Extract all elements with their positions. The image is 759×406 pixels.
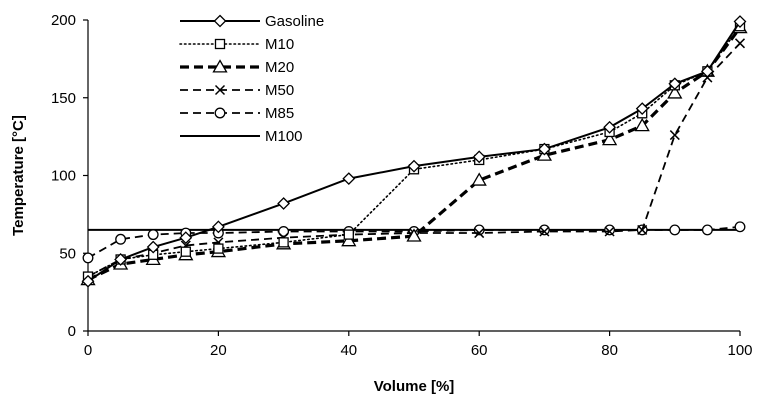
data-point-m20	[634, 117, 650, 132]
legend-label-m100: M100	[265, 128, 303, 145]
data-point-m20	[667, 85, 683, 99]
data-point-gasoline	[668, 77, 682, 91]
data-point-m10	[213, 243, 224, 254]
x-axis-title: Volume [%]	[374, 378, 455, 395]
data-point-m50	[539, 226, 550, 237]
legend-item-m100: M100	[180, 128, 303, 145]
y-axis-title: Temperature [°C]	[10, 115, 27, 236]
legend-label-m50: M50	[265, 82, 294, 99]
data-point-m10	[343, 229, 354, 240]
x-tick-label: 80	[601, 342, 618, 359]
data-point-m20	[406, 228, 422, 242]
data-point-gasoline	[342, 172, 356, 186]
legend-marker-m85	[214, 107, 226, 119]
data-point-gasoline	[211, 220, 225, 234]
legend-item-m50: M50	[180, 82, 294, 99]
data-point-m85	[115, 233, 127, 245]
data-point-gasoline	[114, 253, 128, 266]
data-point-m50	[474, 228, 485, 239]
y-tick-label: 150	[51, 90, 76, 107]
data-point-gasoline	[472, 150, 486, 164]
data-point-m85	[82, 252, 94, 264]
data-point-gasoline	[635, 102, 649, 116]
series-line-m10	[87, 25, 741, 278]
data-point-gasoline	[603, 120, 617, 134]
series-gasoline	[81, 15, 747, 288]
data-point-m50	[637, 224, 648, 235]
data-point-m20	[471, 172, 487, 186]
data-point-m85	[538, 224, 550, 236]
y-tick-label: 100	[51, 168, 76, 185]
legend-label-m85: M85	[265, 105, 294, 122]
data-point-m50	[734, 38, 746, 49]
legend-label-m10: M10	[265, 36, 294, 53]
legend-label-gasoline: Gasoline	[265, 13, 324, 30]
data-point-m10	[278, 237, 289, 248]
data-point-m20	[601, 131, 618, 146]
legend-marker-m20	[212, 59, 228, 73]
chart-legend: Gasoline M10 M20 M50 M85 M100	[179, 13, 324, 145]
data-point-m85	[669, 224, 681, 236]
data-point-gasoline	[700, 64, 714, 78]
data-point-m10	[180, 246, 191, 257]
data-point-m85	[701, 224, 713, 236]
data-point-m50	[669, 130, 680, 141]
x-tick-label: 20	[210, 342, 227, 359]
x-tick-label: 100	[727, 342, 752, 359]
data-series	[80, 15, 748, 288]
legend-label-m20: M20	[265, 59, 294, 76]
data-point-gasoline	[537, 142, 551, 156]
x-tick-label: 40	[340, 342, 357, 359]
data-point-gasoline	[407, 159, 421, 173]
data-point-gasoline	[179, 231, 193, 245]
data-point-m20	[341, 232, 357, 247]
legend-item-m10: M10	[179, 36, 294, 53]
data-point-gasoline	[277, 197, 291, 210]
y-tick-label: 50	[59, 245, 76, 262]
data-point-gasoline	[81, 274, 95, 288]
y-tick-label: 0	[68, 323, 76, 340]
legend-item-m20: M20	[180, 59, 294, 76]
data-point-m50	[604, 226, 615, 237]
x-tick-label: 60	[471, 342, 488, 359]
x-axis-ticks: 0 20 40 60 80 100	[84, 331, 753, 359]
legend-marker-m10	[214, 38, 226, 50]
x-tick-label: 0	[84, 342, 92, 359]
data-point-gasoline	[733, 15, 747, 28]
data-point-m85	[734, 221, 746, 233]
legend-item-gasoline: Gasoline	[180, 13, 324, 30]
legend-item-m85: M85	[180, 105, 294, 122]
legend-marker-gasoline	[213, 14, 227, 28]
data-point-m85	[147, 229, 159, 241]
data-point-gasoline	[146, 240, 160, 254]
legend-marker-m50	[214, 84, 226, 96]
data-point-m85	[604, 224, 616, 236]
y-tick-label: 200	[51, 12, 76, 29]
series-line-m20	[87, 26, 742, 282]
y-axis-ticks: 0 50 100 150 200	[51, 12, 88, 340]
